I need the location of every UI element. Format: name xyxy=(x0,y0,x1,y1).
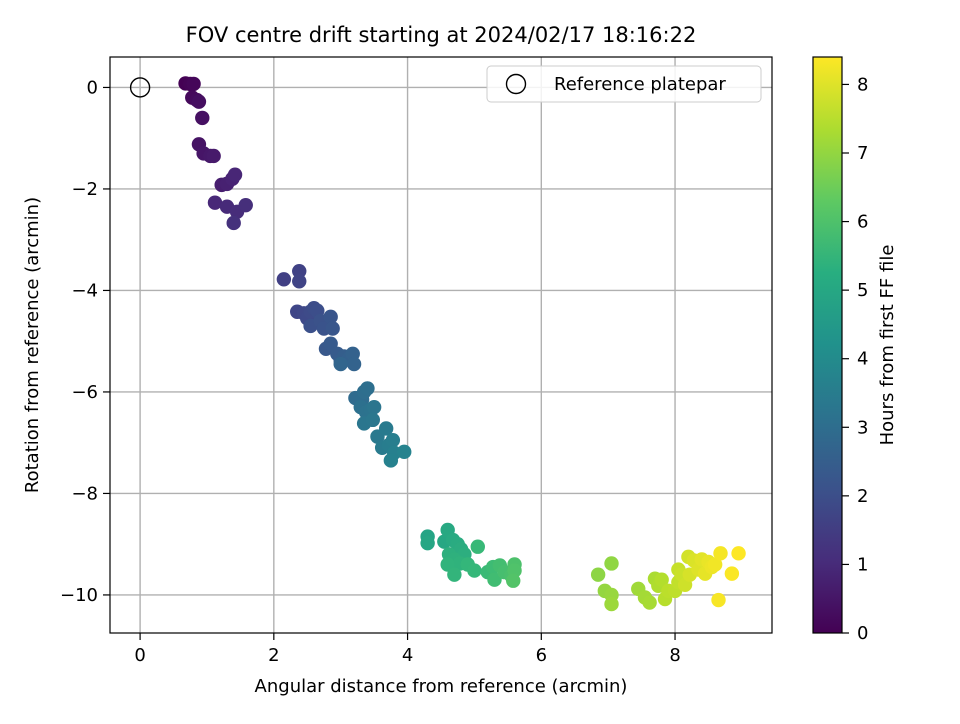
reference-platepar-marker xyxy=(129,77,151,98)
colorbar-label: Hours from first FF file xyxy=(877,245,898,446)
y-tick-label: −6 xyxy=(71,382,98,403)
y-tick-label: −10 xyxy=(60,585,98,606)
data-point xyxy=(292,263,307,279)
data-point xyxy=(195,110,210,126)
data-point xyxy=(333,356,348,372)
data-point xyxy=(713,546,728,561)
data-point xyxy=(604,596,619,612)
data-point xyxy=(346,356,362,372)
data-point xyxy=(711,592,726,608)
data-point xyxy=(191,94,207,109)
data-point xyxy=(385,432,401,448)
data-point xyxy=(206,148,221,164)
data-point xyxy=(226,215,241,231)
colorbar-tick-label: 3 xyxy=(857,417,868,438)
data-point xyxy=(360,381,375,396)
x-tick-label: 2 xyxy=(268,645,279,666)
data-point xyxy=(420,535,435,551)
data-point xyxy=(238,197,253,213)
data-point xyxy=(654,572,669,587)
data-point xyxy=(487,572,502,587)
data-point xyxy=(378,421,394,436)
x-tick-label: 4 xyxy=(402,645,413,666)
chart-title: FOV centre drift starting at 2024/02/17 … xyxy=(186,23,697,47)
data-point xyxy=(642,595,657,610)
data-point xyxy=(323,336,338,351)
data-point xyxy=(227,167,243,182)
y-tick-label: −8 xyxy=(71,483,98,504)
plot-frame xyxy=(109,56,773,634)
data-point xyxy=(383,453,399,468)
x-tick-label: 8 xyxy=(669,645,680,666)
data-point xyxy=(323,309,338,325)
colorbar-tick-label: 8 xyxy=(857,74,868,95)
x-tick-label: 6 xyxy=(536,645,547,666)
legend-entry-reference: Reference platepar xyxy=(554,74,726,95)
colorbar-tick-label: 5 xyxy=(857,280,868,301)
data-point xyxy=(276,272,292,287)
colorbar-tick-label: 2 xyxy=(857,486,868,507)
data-point xyxy=(397,444,412,460)
data-point xyxy=(365,412,380,428)
data-point xyxy=(207,195,223,210)
colorbar-tick-label: 0 xyxy=(857,623,868,644)
data-point xyxy=(707,557,723,572)
data-point xyxy=(590,567,606,582)
data-point xyxy=(470,539,485,554)
x-axis-label: Angular distance from reference (arcmin) xyxy=(255,676,628,697)
colorbar-gradient xyxy=(812,56,843,634)
legend-box xyxy=(486,65,762,103)
colorbar-tick-label: 4 xyxy=(857,349,868,370)
colorbar-ticks: 0 1 2 3 4 5 6 7 8 xyxy=(842,74,868,644)
y-tick-label: 0 xyxy=(87,77,98,98)
data-point xyxy=(292,274,307,289)
data-point xyxy=(440,557,455,572)
data-point xyxy=(325,321,340,336)
data-point xyxy=(447,567,462,582)
legend: Reference platepar xyxy=(486,65,762,103)
data-point xyxy=(724,566,740,581)
colorbar-tick-label: 6 xyxy=(857,212,868,233)
colorbar-tick-label: 1 xyxy=(857,554,868,575)
data-point xyxy=(366,399,382,415)
colorbar-tick-label: 7 xyxy=(857,143,868,164)
y-tick-label: −2 xyxy=(71,179,98,200)
x-axis-ticks: 0 2 4 6 8 xyxy=(134,633,681,666)
colorbar: 0 1 2 3 4 5 6 7 8 Hours from first FF file xyxy=(812,56,898,644)
data-points xyxy=(129,76,746,612)
data-point xyxy=(506,573,521,588)
y-axis-label: Rotation from reference (arcmin) xyxy=(22,197,43,493)
y-tick-label: −4 xyxy=(71,280,98,301)
data-point xyxy=(186,76,201,92)
data-point xyxy=(604,556,619,571)
y-axis-ticks: 0 −2 −4 −6 −8 −10 xyxy=(60,77,110,606)
data-point xyxy=(467,563,482,578)
legend-reference-marker xyxy=(505,73,527,95)
x-tick-label: 0 xyxy=(134,645,145,666)
data-point xyxy=(731,546,746,561)
